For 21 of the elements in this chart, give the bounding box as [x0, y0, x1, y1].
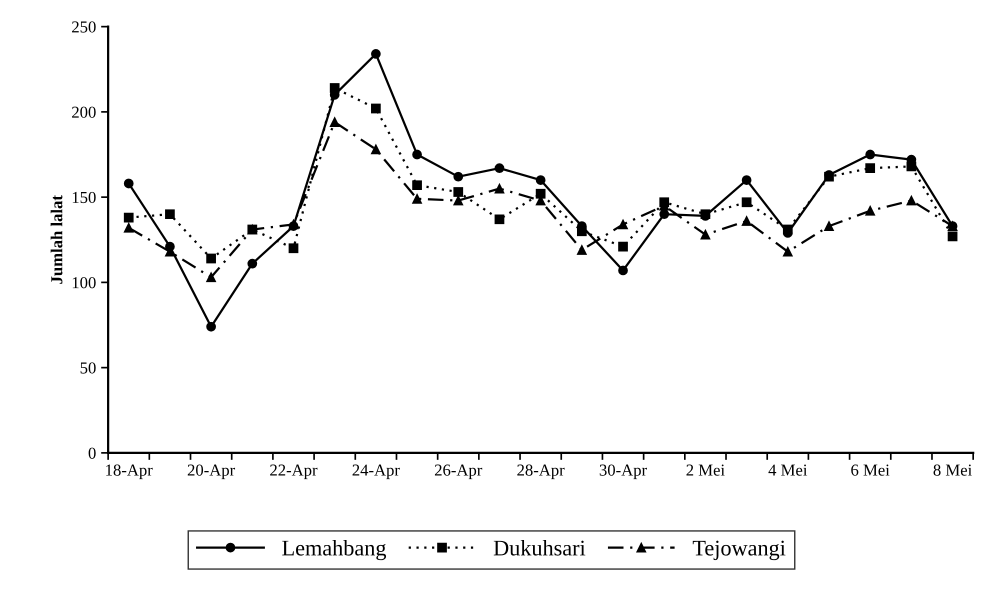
x-tick-label: 22-Apr — [270, 464, 318, 480]
y-tick-label: 250 — [72, 21, 96, 33]
x-tick-label: 30-Apr — [600, 464, 647, 480]
y-tick-label: 150 — [72, 192, 96, 204]
y-tick-label: 50 — [80, 362, 96, 374]
y-axis-title: Jumlah lalat — [50, 195, 62, 284]
legend-label: Tejowangi — [692, 540, 786, 560]
legend-label: Lemahbang — [282, 540, 386, 560]
x-tick-label: 6 Mei — [851, 464, 890, 476]
x-tick-label: 2 Mei — [686, 464, 725, 476]
x-tick-label: 26-Apr — [434, 464, 482, 480]
x-tick-label: 20-Apr — [188, 464, 236, 480]
y-tick-label: 0 — [88, 448, 96, 459]
x-tick-label: 18-Apr — [106, 464, 153, 480]
x-tick-label: 8 Mei — [934, 464, 972, 476]
y-tick-label: 200 — [72, 106, 96, 118]
x-tick-label: 4 Mei — [768, 464, 808, 476]
y-tick-label: 100 — [72, 277, 96, 288]
x-tick-label: 24-Apr — [352, 464, 400, 480]
x-tick-label: 28-Apr — [517, 464, 565, 480]
legend-label: Dukuhsari — [494, 540, 586, 556]
